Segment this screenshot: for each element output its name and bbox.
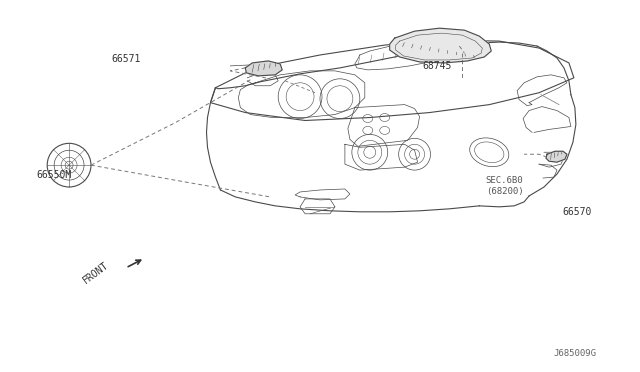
Polygon shape	[390, 28, 492, 63]
Text: J685009G: J685009G	[554, 350, 596, 359]
Text: 66571: 66571	[111, 54, 140, 64]
Text: FRONT: FRONT	[81, 260, 111, 286]
Text: 66550M: 66550M	[36, 170, 72, 180]
Text: SEC.6B0
(68200): SEC.6B0 (68200)	[486, 176, 524, 196]
Text: 66570: 66570	[562, 207, 591, 217]
Polygon shape	[546, 151, 567, 162]
Polygon shape	[245, 61, 282, 76]
Text: 68745: 68745	[422, 61, 451, 71]
